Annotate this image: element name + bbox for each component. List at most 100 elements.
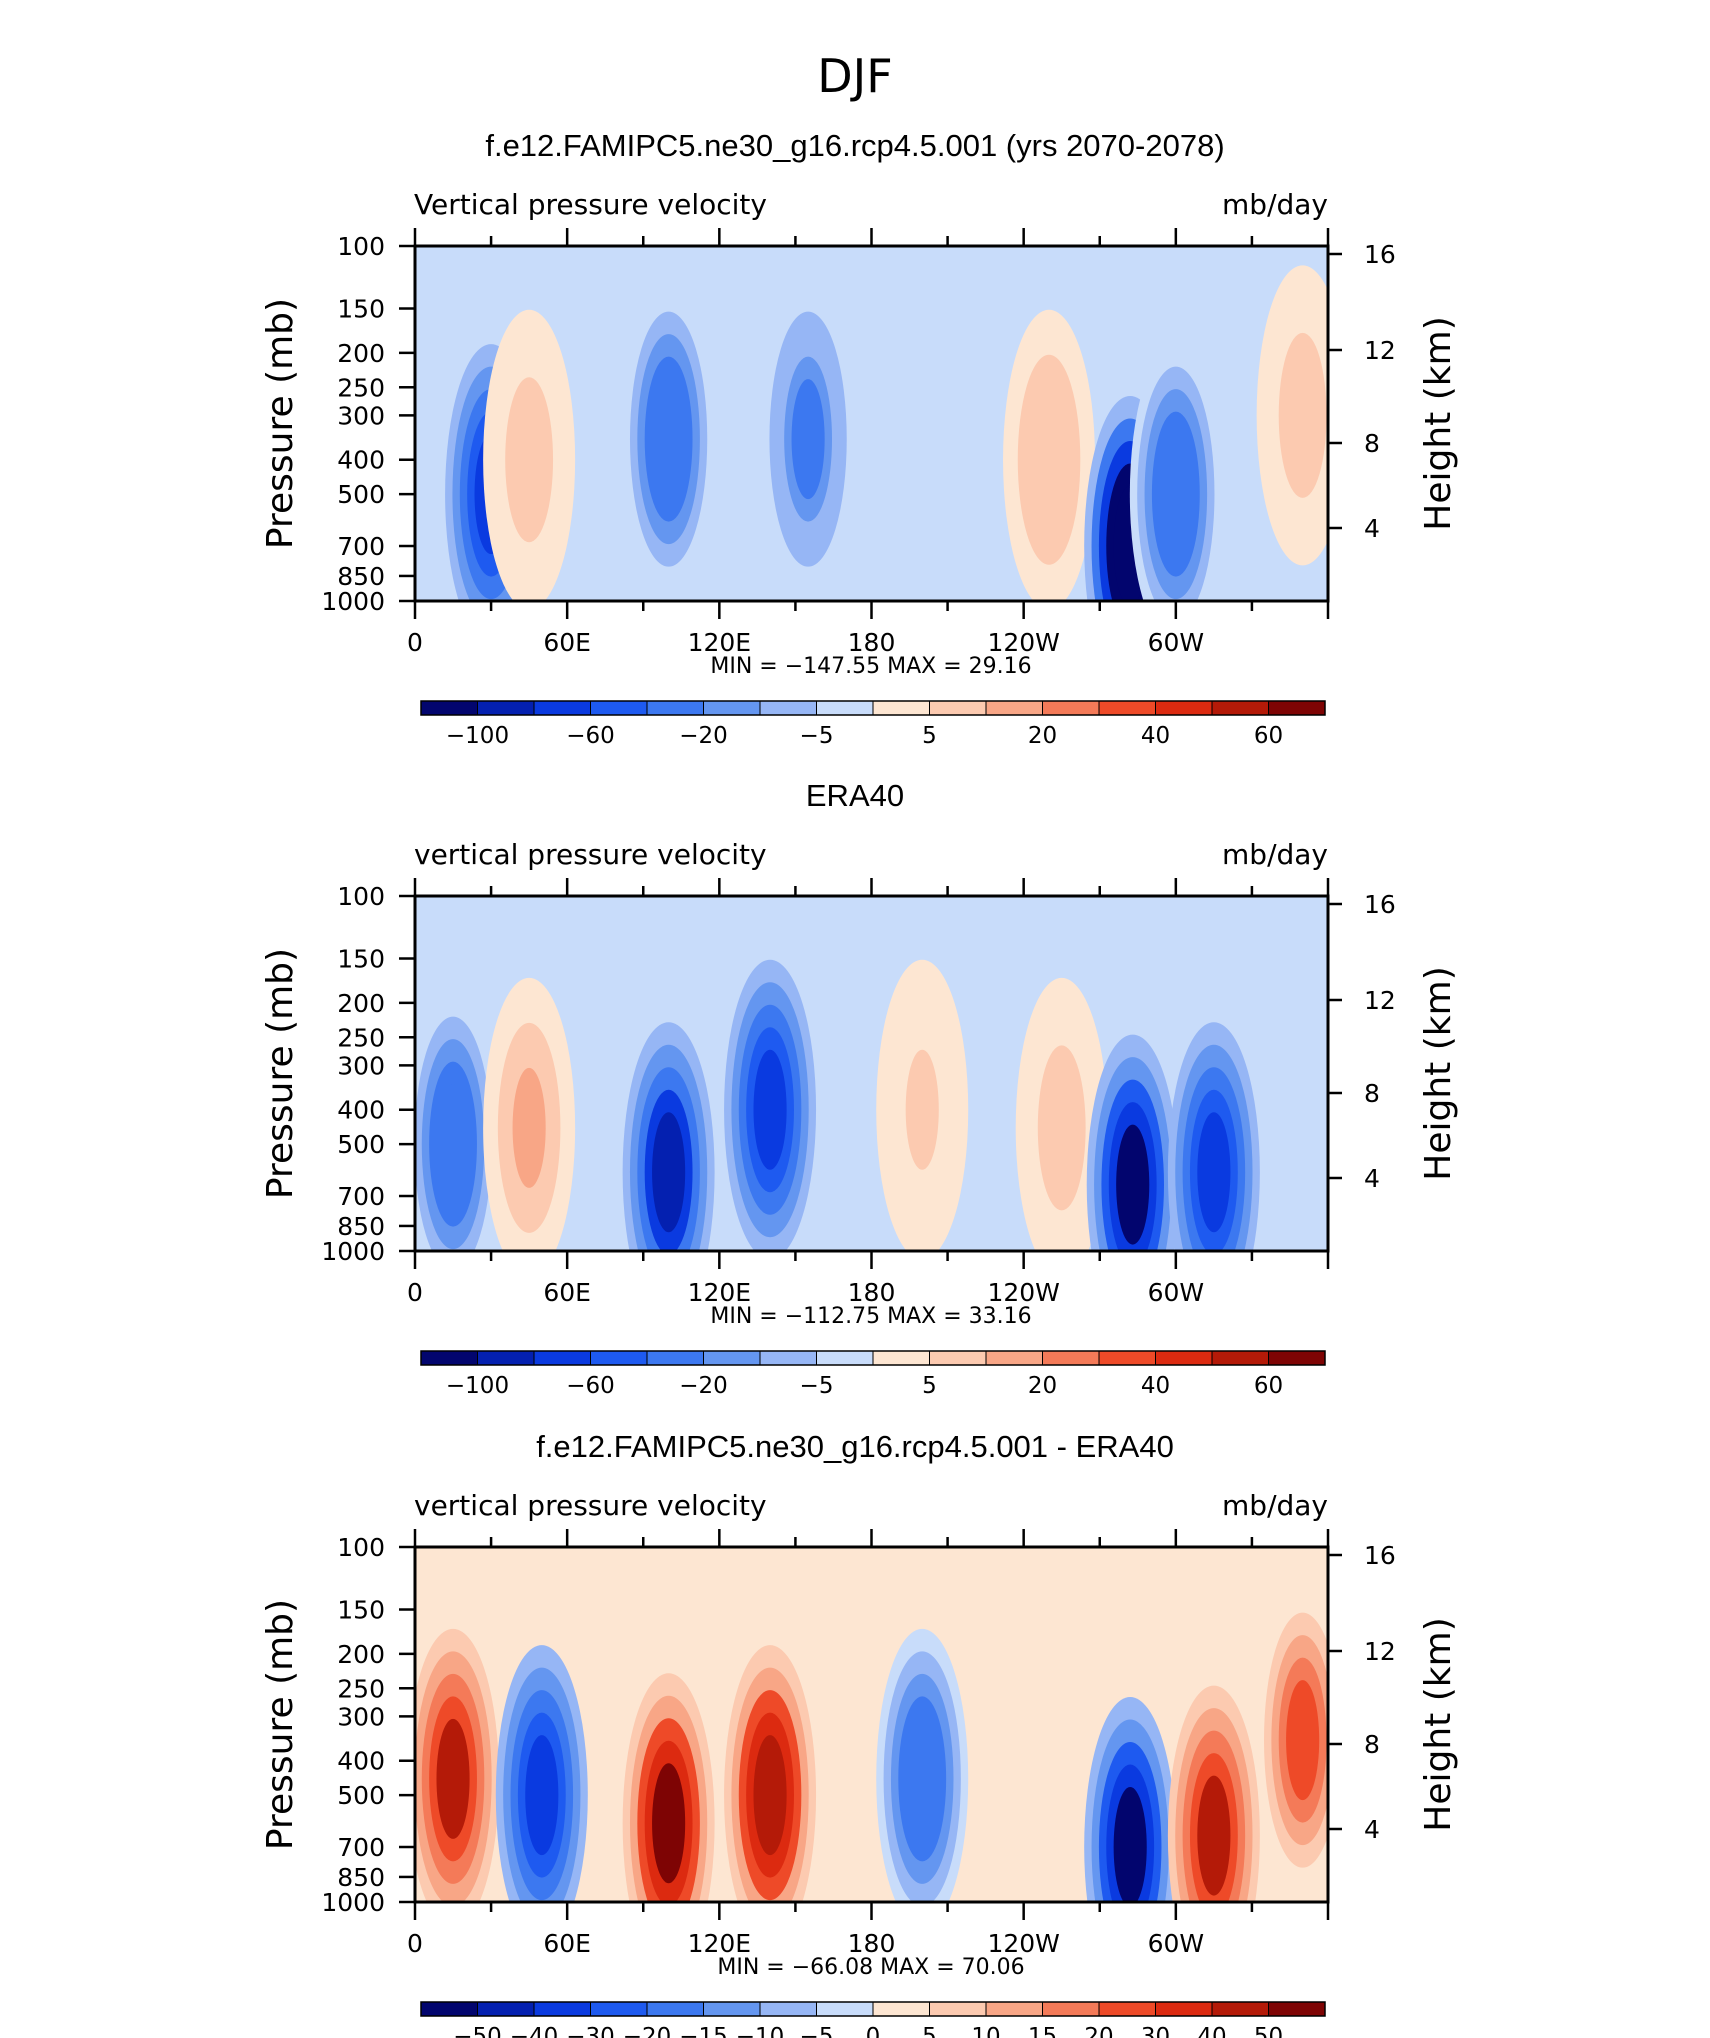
panel-2: ERA40 vertical pressure velocity mb/day 0 60… [260, 778, 1459, 1399]
field-feature-2-level-4 [652, 1112, 686, 1233]
colorbar-label: −15 [679, 2024, 728, 2038]
x-tick-label: 60E [543, 628, 591, 657]
colorbar-label: −60 [566, 723, 615, 749]
colorbar-swatch [1268, 2001, 1326, 2017]
panel-field [415, 896, 1328, 1251]
y-tick-label: 300 [337, 1051, 385, 1080]
colorbar-swatch [646, 1350, 704, 1366]
panel-units-label: mb/day [1222, 188, 1328, 221]
colorbar-swatch [1098, 2001, 1156, 2017]
colorbar-label: −60 [566, 1373, 615, 1399]
x-tick-label: 60E [543, 1929, 591, 1958]
colorbar-label: −30 [566, 2024, 615, 2038]
colorbar-swatch [985, 700, 1043, 716]
colorbar-swatch [477, 700, 535, 716]
panel-field [415, 246, 1328, 601]
field-feature-2-level-4 [652, 1763, 686, 1884]
colorbar-swatch [929, 2001, 987, 2017]
y-right-tick-label: 16 [1364, 1541, 1396, 1570]
x-tick-label: 180 [848, 1929, 896, 1958]
colorbar-label: −20 [623, 2024, 672, 2038]
colorbar-label: −100 [446, 1373, 509, 1399]
panel-left-label: vertical pressure velocity [414, 1489, 767, 1522]
x-tick-label: 0 [407, 1278, 423, 1307]
colorbar-swatch [985, 1350, 1043, 1366]
panel-title: f.e12.FAMIPC5.ne30_g16.rcp4.5.001 (yrs 2… [485, 128, 1224, 163]
colorbar-frame [420, 2001, 1326, 2017]
field-feature-2-level-4 [652, 379, 686, 500]
y-tick-label: 150 [337, 295, 385, 324]
y-tick-label: 850 [337, 1863, 385, 1892]
y-tick-label: 500 [337, 1130, 385, 1159]
y-tick-label: 400 [337, 1747, 385, 1776]
y-right-tick-label: 8 [1364, 429, 1380, 458]
colorbar-label: 5 [922, 1373, 937, 1399]
colorbar-frame [420, 700, 1326, 716]
colorbar-swatch [985, 2001, 1043, 2017]
y-tick-label: 1000 [321, 1888, 385, 1917]
field-feature-4-level-4 [1032, 399, 1066, 520]
y-right-axis-title: Height (km) [1418, 1617, 1459, 1831]
y-right-tick-label: 4 [1364, 514, 1380, 543]
panel-field [415, 1547, 1328, 1902]
figure-title: DJF [817, 49, 892, 103]
colorbar-swatch [1268, 700, 1326, 716]
field-feature-1-level-4 [512, 1067, 546, 1188]
colorbar-swatch [1155, 2001, 1213, 2017]
colorbar-swatch [477, 1350, 535, 1366]
field-feature-6-level-4 [1116, 1124, 1150, 1245]
colorbar-swatch [533, 700, 591, 716]
colorbar-swatch [703, 2001, 761, 2017]
y-right-axis-title: Height (km) [1418, 316, 1459, 530]
y-tick-label: 850 [337, 1212, 385, 1241]
x-tick-label: 60E [543, 1278, 591, 1307]
panel-3: f.e12.FAMIPC5.ne30_g16.rcp4.5.001 - ERA4… [260, 1429, 1459, 2038]
y-axis-title: Pressure (mb) [260, 298, 301, 549]
field-feature-6-level-4 [1159, 434, 1193, 555]
y-tick-label: 500 [337, 480, 385, 509]
colorbar-swatch [1211, 1350, 1269, 1366]
colorbar-swatch [420, 2001, 478, 2017]
y-tick-label: 100 [337, 1533, 385, 1562]
colorbar-label: 20 [1084, 2024, 1113, 2038]
field-feature-3-level-4 [791, 379, 825, 500]
panel-left-label: Vertical pressure velocity [414, 188, 767, 221]
x-tick-label: 0 [407, 628, 423, 657]
colorbar-swatch [533, 1350, 591, 1366]
y-tick-label: 700 [337, 1833, 385, 1862]
field-feature-1-level-4 [525, 1735, 559, 1856]
colorbar-frame [420, 1350, 1326, 1366]
colorbar-label: 5 [922, 2024, 937, 2038]
field-feature-3-level-4 [753, 1049, 787, 1170]
y-tick-label: 1000 [321, 587, 385, 616]
y-axis-title: Pressure (mb) [260, 948, 301, 1199]
field-feature-4-level-4 [905, 1718, 939, 1839]
field-feature-5-level-4 [1113, 1787, 1147, 1902]
x-tick-label: 120W [987, 628, 1059, 657]
y-right-tick-label: 12 [1364, 336, 1396, 365]
colorbar-swatch [929, 700, 987, 716]
panel-stats: MIN = −112.75 MAX = 33.16 [710, 1304, 1031, 1329]
y-right-tick-label: 4 [1364, 1815, 1380, 1844]
panel-stats: MIN = −66.08 MAX = 70.06 [717, 1955, 1024, 1980]
colorbar-label: 5 [922, 723, 937, 749]
y-tick-label: 300 [337, 401, 385, 430]
panel-title: f.e12.FAMIPC5.ne30_g16.rcp4.5.001 - ERA4… [536, 1429, 1174, 1464]
colorbar-label: 50 [1254, 2024, 1283, 2038]
colorbar-label: 40 [1141, 723, 1170, 749]
colorbar-swatch [646, 2001, 704, 2017]
colorbar-label: 10 [971, 2024, 1000, 2038]
panel-units-label: mb/day [1222, 1489, 1328, 1522]
y-axis-title: Pressure (mb) [260, 1599, 301, 1850]
colorbar-swatch [1268, 1350, 1326, 1366]
y-tick-label: 400 [337, 1096, 385, 1125]
x-tick-label: 120E [688, 628, 752, 657]
colorbar-label: 60 [1254, 1373, 1283, 1399]
colorbar: −100 −60 −20 −5 5 20 40 60 [420, 700, 1326, 749]
colorbar-label: −40 [510, 2024, 559, 2038]
colorbar-label: −50 [453, 2024, 502, 2038]
colorbar-swatch [872, 1350, 930, 1366]
y-tick-label: 200 [337, 1640, 385, 1669]
panel-left-label: vertical pressure velocity [414, 838, 767, 871]
y-right-tick-label: 16 [1364, 240, 1396, 269]
